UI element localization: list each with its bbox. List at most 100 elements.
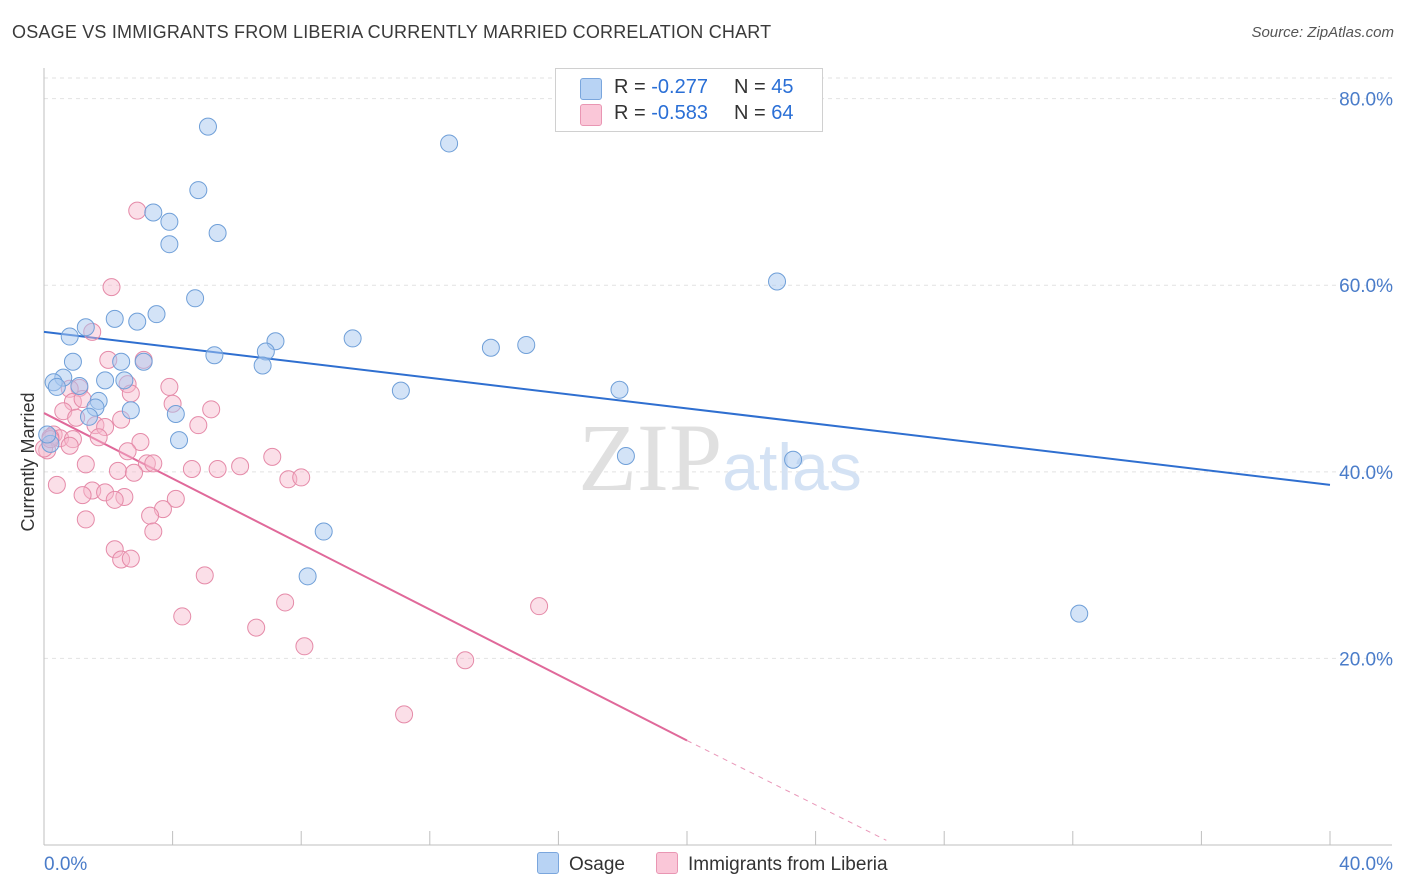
liberia-point: [182, 460, 201, 479]
osage-trend-line: [43, 330, 1331, 486]
y-axis-title: Currently Married: [18, 392, 38, 531]
liberia-point: [118, 442, 137, 461]
liberia-trend-line: [43, 412, 688, 742]
liberia-point: [530, 597, 549, 616]
osage-r-text: R = -0.277: [614, 76, 708, 99]
osage-point: [208, 224, 227, 242]
osage-point: [160, 212, 179, 231]
liberia-point: [73, 486, 92, 505]
liberia-point: [137, 454, 156, 473]
liberia-n-text: N = 64: [734, 102, 794, 125]
liberia-point: [195, 566, 214, 585]
osage-n-label: N =: [734, 76, 772, 98]
osage-point: [105, 309, 124, 328]
liberia-point: [189, 416, 208, 435]
liberia-point: [96, 483, 115, 502]
liberia-point: [231, 457, 250, 476]
osage-point: [768, 272, 787, 291]
liberia-point: [160, 377, 179, 396]
osage-point: [198, 117, 217, 136]
liberia-n-value: 64: [771, 102, 794, 124]
y-tick-label: 20.0%: [1339, 649, 1393, 670]
osage-point: [76, 318, 95, 337]
osage-point: [481, 338, 500, 357]
liberia-point: [166, 489, 185, 508]
liberia-point: [108, 461, 127, 480]
bottom-legend-osage: Osage: [537, 852, 625, 876]
osage-point: [60, 327, 79, 346]
liberia-point: [247, 618, 266, 637]
osage-point: [134, 352, 153, 371]
bottom-liberia-swatch: [656, 852, 678, 874]
osage-point: [517, 335, 536, 354]
liberia-point: [144, 522, 163, 541]
liberia-point: [105, 490, 124, 509]
osage-point: [1070, 604, 1089, 623]
bottom-osage-swatch: [537, 852, 559, 874]
osage-point: [166, 404, 185, 423]
osage-point: [391, 381, 410, 400]
liberia-point: [76, 510, 95, 529]
liberia-r-value: -0.583: [651, 102, 708, 124]
y-tick-label: 80.0%: [1339, 90, 1393, 111]
osage-n-text: N = 45: [734, 76, 794, 99]
chart-title: OSAGE VS IMMIGRANTS FROM LIBERIA CURRENT…: [12, 22, 772, 42]
liberia-point: [208, 460, 227, 479]
liberia-point: [76, 455, 95, 474]
osage-point: [170, 431, 189, 450]
osage-point: [96, 371, 115, 390]
liberia-point: [131, 432, 150, 451]
liberia-swatch: [580, 104, 602, 126]
liberia-r-label: R =: [614, 102, 652, 124]
osage-point: [160, 235, 179, 254]
liberia-point: [60, 436, 79, 455]
liberia-point: [89, 428, 108, 447]
osage-point: [38, 425, 57, 444]
liberia-point: [112, 550, 131, 569]
osage-point: [63, 352, 82, 371]
osage-point: [205, 346, 224, 365]
osage-point: [121, 401, 140, 420]
liberia-point: [121, 549, 140, 568]
osage-point: [115, 371, 134, 390]
osage-point: [298, 567, 317, 586]
osage-point: [70, 377, 89, 395]
osage-point: [343, 329, 362, 348]
liberia-point: [202, 400, 221, 419]
bottom-liberia-label: Immigrants from Liberia: [688, 854, 888, 875]
liberia-point: [141, 506, 160, 525]
liberia-r-text: R = -0.583: [614, 102, 708, 125]
osage-point: [147, 305, 166, 324]
osage-point: [189, 181, 208, 200]
osage-point: [440, 134, 459, 153]
liberia-point: [125, 463, 144, 482]
liberia-n-label: N =: [734, 102, 772, 124]
liberia-point: [276, 593, 295, 612]
liberia-point: [295, 637, 314, 656]
liberia-point: [96, 418, 115, 437]
liberia-point: [456, 651, 475, 670]
osage-point: [80, 407, 99, 426]
osage-n-value: 45: [771, 76, 794, 98]
liberia-point: [173, 607, 192, 626]
liberia-point: [47, 475, 66, 494]
osage-point: [128, 312, 147, 331]
osage-point: [112, 352, 131, 371]
osage-point: [314, 522, 333, 541]
y-tick-label: 40.0%: [1339, 463, 1393, 484]
liberia-point: [395, 705, 414, 724]
watermark: ZIPatlas: [578, 404, 861, 511]
osage-swatch: [580, 78, 602, 100]
stats-legend: R = -0.277 N = 45 R = -0.583 N = 64: [555, 68, 823, 132]
osage-point: [47, 377, 66, 396]
watermark-zip: ZIP: [578, 404, 722, 511]
osage-point: [253, 356, 272, 375]
osage-point: [610, 380, 629, 399]
osage-point: [186, 289, 205, 308]
x-tick-label: 40.0%: [1339, 854, 1393, 875]
osage-point: [616, 446, 635, 465]
osage-point: [784, 450, 803, 469]
liberia-point: [144, 454, 163, 473]
x-tick-label: 0.0%: [44, 854, 87, 875]
